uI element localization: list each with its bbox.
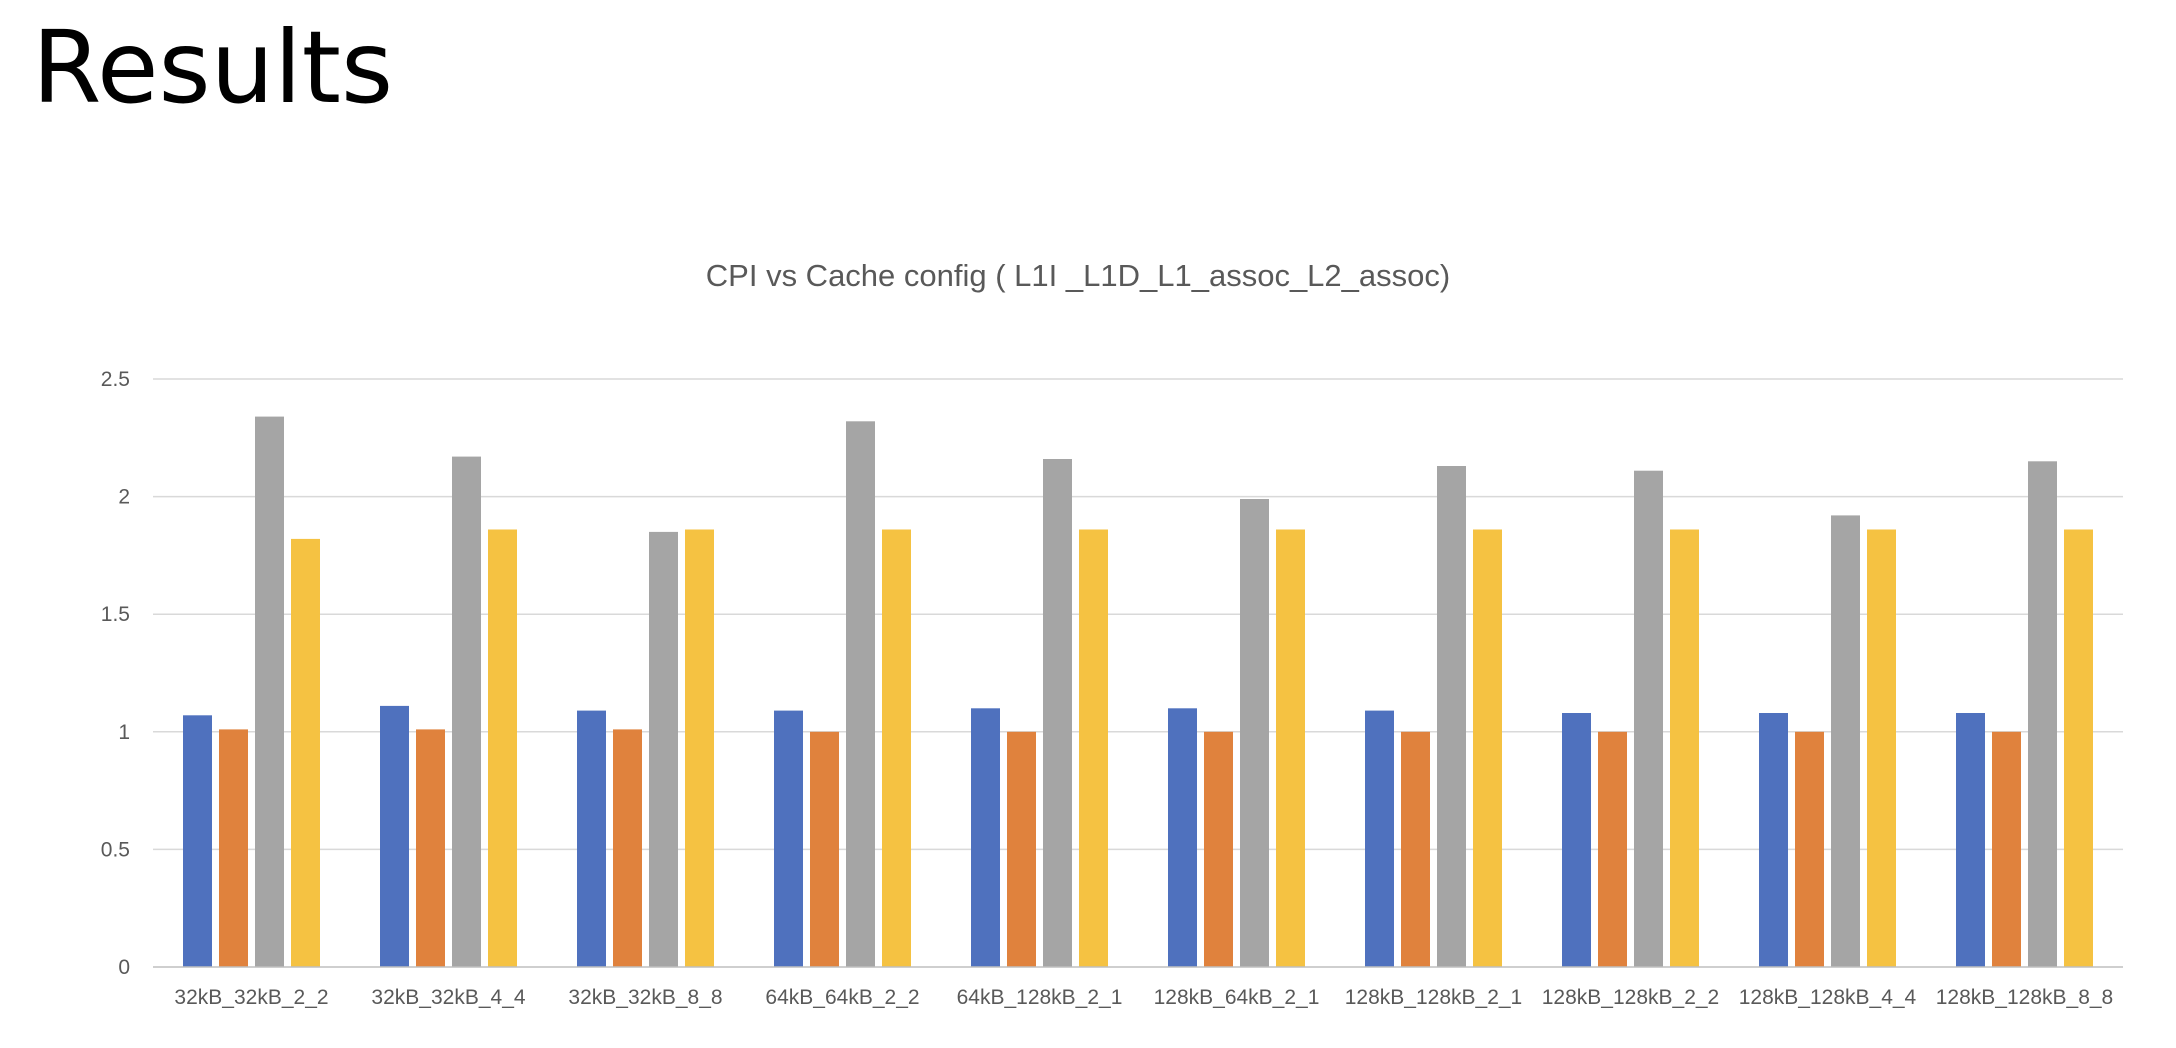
- bar-series-4: [1276, 529, 1305, 967]
- bar-series-1: [1759, 713, 1788, 967]
- bar-series-1: [380, 705, 409, 967]
- bar-series-2: [1992, 731, 2021, 967]
- y-tick-label: 1: [118, 721, 130, 744]
- y-tick-label: 2: [118, 486, 130, 509]
- bar-series-3: [1634, 470, 1663, 967]
- x-tick-label: 64kB_128kB_2_1: [957, 986, 1123, 1009]
- bar-series-2: [219, 729, 248, 967]
- y-tick-label: 1.5: [101, 603, 130, 626]
- slide-title: Results: [32, 9, 394, 126]
- x-tick-label: 128kB_128kB_2_1: [1345, 986, 1523, 1009]
- bar-series-4: [1473, 529, 1502, 967]
- y-axis-ticks: 0 0.5 1 1.5 2 2.5: [101, 368, 130, 979]
- bar-series-4: [1079, 529, 1108, 967]
- bar-series-4: [2064, 529, 2093, 967]
- bar-series-3: [649, 531, 678, 967]
- bar-series-3: [846, 421, 875, 967]
- bar-series-1: [971, 708, 1000, 967]
- gridlines: [153, 378, 2123, 851]
- x-axis-ticks: 32kB_32kB_2_2 32kB_32kB_4_4 32kB_32kB_8_8 6…: [174, 986, 2113, 1009]
- bar-series-1: [1365, 710, 1394, 967]
- x-tick-label: 32kB_32kB_4_4: [371, 986, 525, 1009]
- bar-series-4: [291, 538, 320, 967]
- bar-series-1: [1562, 713, 1591, 967]
- x-tick-label: 32kB_32kB_2_2: [174, 986, 328, 1009]
- bar-series-3: [255, 416, 284, 968]
- bar-series-2: [810, 731, 839, 967]
- y-tick-label: 2.5: [101, 368, 130, 391]
- bar-series-2: [1401, 731, 1430, 967]
- bar-series-4: [1867, 529, 1896, 967]
- x-tick-label: 128kB_64kB_2_1: [1154, 986, 1320, 1009]
- bar-series-2: [1007, 731, 1036, 967]
- bar-series-3: [1437, 466, 1466, 967]
- x-tick-label: 32kB_32kB_8_8: [568, 986, 722, 1009]
- x-tick-label: 128kB_128kB_2_2: [1542, 986, 1720, 1009]
- bar-series-2: [1204, 731, 1233, 967]
- bar-series-4: [685, 529, 714, 967]
- bars: [183, 416, 2093, 968]
- bar-series-3: [1831, 515, 1860, 967]
- y-tick-label: 0: [118, 956, 130, 979]
- bar-series-2: [1598, 731, 1627, 967]
- chart-title: CPI vs Cache config ( L1I _L1D_L1_assoc_…: [706, 258, 1450, 293]
- bar-series-3: [1043, 459, 1072, 967]
- bar-series-2: [1795, 731, 1824, 967]
- bar-series-4: [882, 529, 911, 967]
- bar-series-3: [2028, 461, 2057, 967]
- bar-series-1: [774, 710, 803, 967]
- bar-series-2: [613, 729, 642, 967]
- x-tick-label: 64kB_64kB_2_2: [765, 986, 919, 1009]
- bar-series-1: [577, 710, 606, 967]
- bar-series-4: [1670, 529, 1699, 967]
- bar-series-1: [1956, 713, 1985, 967]
- x-tick-label: 128kB_128kB_4_4: [1739, 986, 1917, 1009]
- bar-series-3: [452, 456, 481, 967]
- bar-series-4: [488, 529, 517, 967]
- bar-series-2: [416, 729, 445, 967]
- y-tick-label: 0.5: [101, 838, 130, 861]
- bar-series-3: [1240, 499, 1269, 967]
- bar-series-1: [1168, 708, 1197, 967]
- x-tick-label: 128kB_128kB_8_8: [1936, 986, 2114, 1009]
- bar-series-1: [183, 715, 212, 967]
